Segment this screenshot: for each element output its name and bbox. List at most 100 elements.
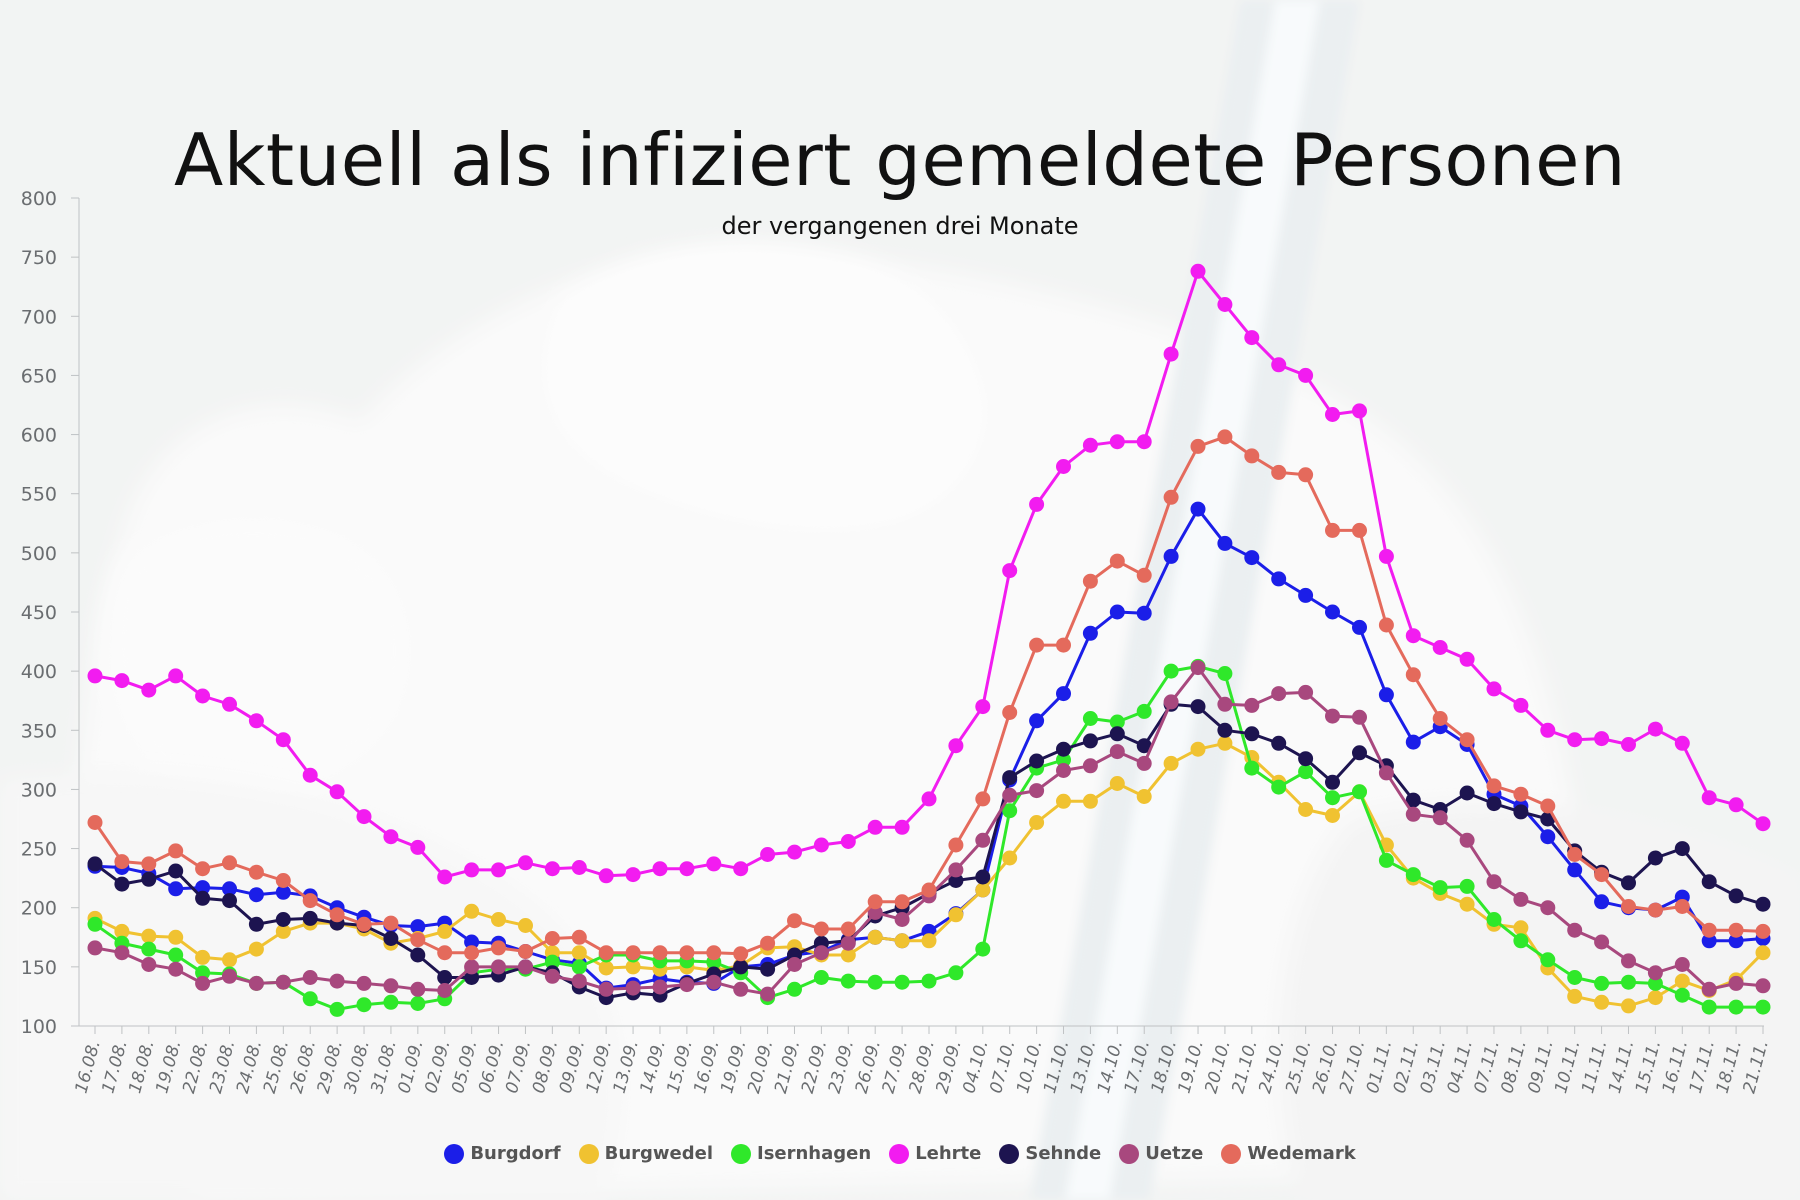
data-point-uetze [87,940,103,956]
data-point-lehrte [464,862,480,878]
data-point-isernhagen [1082,711,1098,726]
data-point-burgdorf [1352,619,1367,635]
data-point-lehrte [1647,721,1663,737]
data-point-lehrte [921,791,937,807]
data-point-isernhagen [1701,999,1717,1015]
chart-subtitle: der vergangenen drei Monate [721,212,1079,240]
data-point-lehrte [1190,263,1206,279]
data-point-sehnde [1647,850,1663,866]
data-point-isernhagen [1056,752,1071,768]
y-tick-label: 800 [21,188,57,210]
data-point-lehrte [491,862,506,878]
data-point-burgwedel [598,960,614,976]
data-point-wedemark [168,843,184,859]
data-point-wedemark [87,815,103,830]
data-point-wedemark [571,929,587,945]
data-point-isernhagen [948,965,964,981]
data-point-lehrte [652,861,668,877]
data-point-isernhagen [787,981,802,997]
legend-item-isernhagen[interactable]: Isernhagen [731,1143,871,1164]
data-point-wedemark [975,791,991,807]
data-point-sehnde [437,970,453,985]
data-point-burgwedel [437,923,453,939]
data-point-sehnde [87,856,103,872]
data-point-sehnde [760,961,776,977]
data-point-wedemark [275,873,291,888]
data-point-wedemark [1513,786,1529,802]
legend-item-burgwedel[interactable]: Burgwedel [578,1143,713,1164]
data-point-lehrte [1244,330,1260,346]
data-point-lehrte [1621,737,1636,752]
legend-swatch-lehrte [889,1143,910,1164]
data-point-uetze [356,975,372,991]
legend-label-burgwedel: Burgwedel [604,1143,713,1164]
data-point-sehnde [1244,726,1260,742]
data-point-burgwedel [222,952,237,968]
data-point-wedemark [248,864,264,880]
data-point-wedemark [1029,637,1045,653]
legend-item-burgdorf[interactable]: Burgdorf [444,1143,561,1164]
data-point-isernhagen [1298,764,1314,780]
y-tick-label: 750 [21,247,57,269]
axes: 100 150 200 250 300 350 400 450 500 550 600 650 700 7… [21,188,1773,1096]
data-point-wedemark [652,945,668,961]
legend-item-lehrte[interactable]: Lehrte [889,1143,981,1164]
data-point-burgwedel [195,949,211,965]
data-point-sehnde [1082,733,1098,749]
data-point-lehrte [1567,732,1583,748]
y-tick-label: 600 [21,425,57,447]
data-point-burgdorf [168,881,184,897]
data-point-sehnde [1217,722,1233,738]
data-point-uetze [1271,686,1287,702]
data-point-wedemark [840,921,856,937]
data-point-isernhagen [302,991,318,1007]
data-point-wedemark [948,837,964,853]
data-point-uetze [491,959,506,975]
data-point-isernhagen [1621,974,1636,990]
data-point-burgdorf [1567,862,1583,878]
legend-label-lehrte: Lehrte [915,1143,982,1164]
data-point-sehnde [464,970,480,985]
data-point-uetze [867,904,883,920]
data-point-uetze [195,975,211,991]
data-point-burgwedel [1029,815,1045,830]
data-point-lehrte [410,839,426,855]
data-point-uetze [1459,832,1475,848]
data-point-burgwedel [1002,850,1018,866]
legend-item-uetze[interactable]: Uetze [1119,1143,1203,1164]
data-point-wedemark [1378,617,1394,633]
data-point-wedemark [1298,467,1314,483]
data-point-burgwedel [1056,793,1071,809]
data-point-burgwedel [518,918,533,933]
data-point-burgdorf [1136,605,1152,621]
data-point-burgwedel [1190,741,1206,757]
data-point-wedemark [1082,573,1098,589]
data-point-sehnde [410,947,426,963]
data-point-sehnde [383,931,399,946]
data-point-burgwedel [921,933,937,949]
data-point-lehrte [114,673,130,689]
data-point-burgdorf [222,881,237,897]
series-uetze [87,660,1771,1002]
legend-swatch-isernhagen [731,1143,751,1164]
legend-label-burgdorf: Burgdorf [470,1143,561,1164]
data-point-wedemark [1217,429,1233,445]
data-point-wedemark [141,856,157,872]
data-point-isernhagen [356,997,372,1013]
data-point-burgwedel [1513,920,1529,936]
data-point-uetze [437,983,453,998]
legend-item-wedemark[interactable]: Wedemark [1221,1143,1356,1164]
data-point-wedemark [1701,922,1717,938]
y-tick-label: 250 [21,839,57,861]
series-line-sehnde [94,702,1764,1000]
data-point-sehnde [248,916,264,932]
data-point-burgwedel [1674,973,1690,989]
legend-swatch-uetze [1119,1143,1140,1164]
legend-item-sehnde[interactable]: Sehnde [999,1143,1101,1164]
data-point-uetze [1136,755,1152,771]
data-point-sehnde [1136,738,1152,754]
data-point-lehrte [571,860,587,875]
data-point-uetze [1728,975,1744,991]
series-sehnde [87,696,1771,1006]
